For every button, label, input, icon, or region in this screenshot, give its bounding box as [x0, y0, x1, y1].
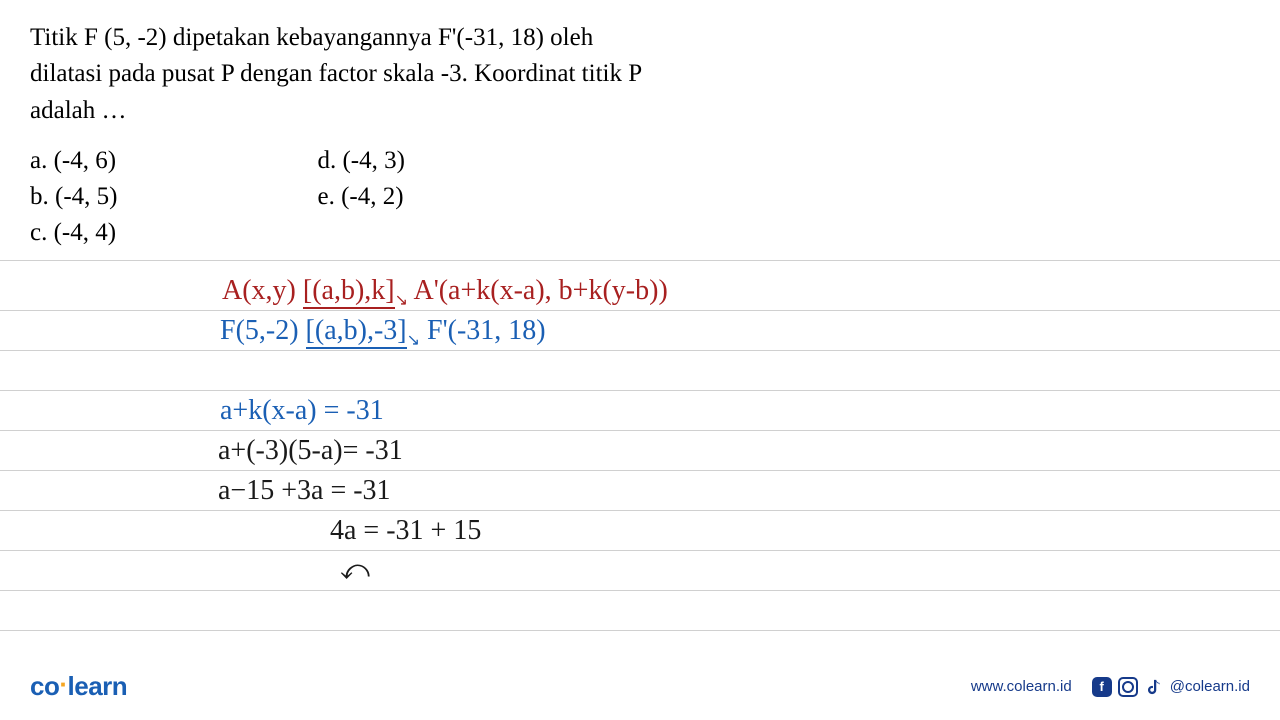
handwriting-formula-blue: F(5,-2) [(a,b),-3]↘ F'(-31, 18) [220, 315, 546, 349]
question-text: Titik F (5, -2) dipetakan kebayangannya … [30, 20, 1250, 129]
options-container: a. (-4, 6) b. (-4, 5) c. (-4, 4) d. (-4,… [30, 143, 1250, 252]
social-icons: f @colearn.id [1092, 677, 1250, 697]
option-a: a. (-4, 6) [30, 143, 117, 179]
paper-line [0, 550, 1280, 551]
tiktok-icon [1144, 677, 1164, 697]
paper-line [0, 350, 1280, 351]
handwriting-step3: a−15 +3a = -31 [218, 475, 391, 507]
handwriting-arrow: ⤺ [340, 555, 370, 587]
paper-line [0, 630, 1280, 631]
logo-part2: learn [68, 671, 128, 701]
paper-line [0, 260, 1280, 261]
footer-right: www.colearn.id f @colearn.id [971, 677, 1250, 697]
footer-handle: @colearn.id [1170, 678, 1250, 695]
question-line1: Titik F (5, -2) dipetakan kebayangannya … [30, 20, 1250, 56]
footer: co·learn www.colearn.id f @colearn.id [30, 671, 1250, 702]
paper-line [0, 510, 1280, 511]
facebook-icon: f [1092, 677, 1112, 697]
option-e: e. (-4, 2) [317, 179, 404, 215]
question-line3: adalah … [30, 93, 1250, 129]
handwriting-formula-red: A(x,y) [(a,b),k]↘ A'(a+k(x-a), b+k(y-b)) [222, 275, 668, 309]
paper-line [0, 470, 1280, 471]
paper-line [0, 590, 1280, 591]
options-col-2: d. (-4, 3) e. (-4, 2) [317, 143, 404, 252]
handwriting-step2: a+(-3)(5-a)= -31 [218, 435, 403, 467]
handwriting-step4: 4a = -31 + 15 [330, 515, 481, 547]
logo-dot-icon: · [59, 669, 67, 700]
paper-line [0, 430, 1280, 431]
paper-line [0, 310, 1280, 311]
handwriting-step1: a+k(x-a) = -31 [220, 395, 384, 427]
option-c: c. (-4, 4) [30, 215, 117, 251]
option-b: b. (-4, 5) [30, 179, 117, 215]
footer-url: www.colearn.id [971, 678, 1072, 695]
question-line2: dilatasi pada pusat P dengan factor skal… [30, 56, 1250, 92]
logo-part1: co [30, 671, 59, 701]
options-col-1: a. (-4, 6) b. (-4, 5) c. (-4, 4) [30, 143, 117, 252]
instagram-icon [1118, 677, 1138, 697]
option-d: d. (-4, 3) [317, 143, 404, 179]
colearn-logo: co·learn [30, 671, 127, 702]
paper-line [0, 390, 1280, 391]
